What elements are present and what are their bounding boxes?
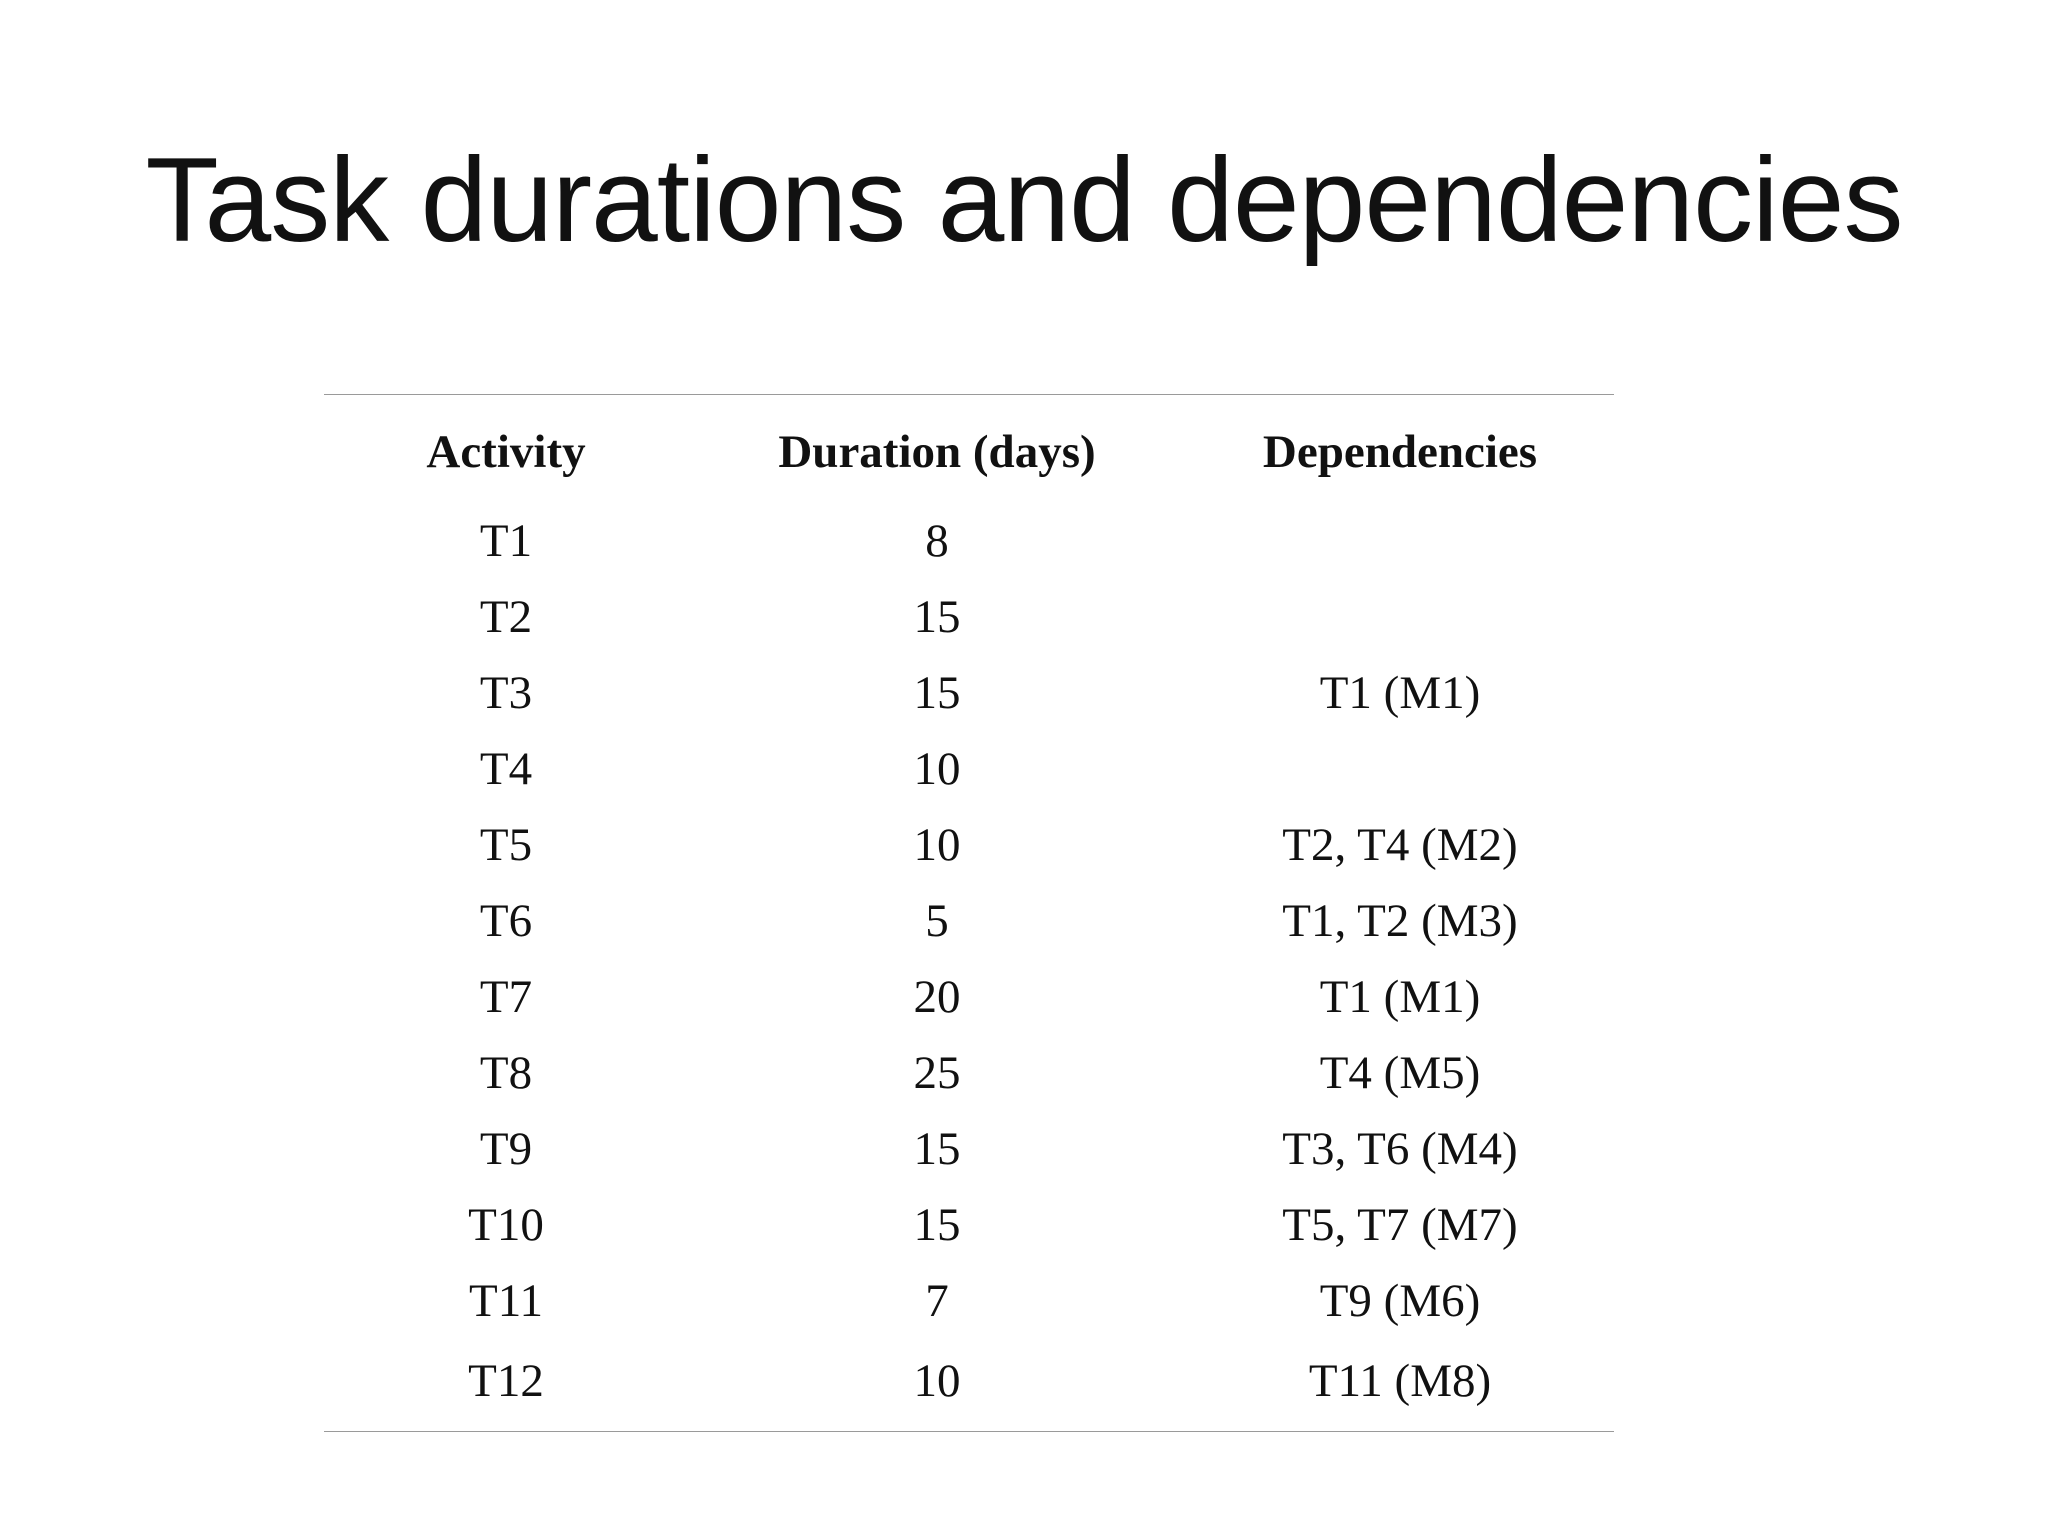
cell-dependencies: T9 (M6) bbox=[1319, 1275, 1481, 1327]
table-header-row: Activity Duration (days) Dependencies bbox=[324, 395, 1614, 504]
cell-activity: T5 bbox=[479, 819, 533, 871]
table-row: T10 15 T5, T7 (M7) bbox=[324, 1187, 1614, 1263]
cell-activity: T6 bbox=[479, 895, 533, 947]
cell-activity: T2 bbox=[479, 591, 533, 643]
cell-duration: 15 bbox=[913, 667, 961, 719]
table-row: T6 5 T1, T2 (M3) bbox=[324, 883, 1614, 959]
cell-dependencies bbox=[1186, 579, 1614, 655]
header-activity: Activity bbox=[426, 426, 586, 478]
cell-dependencies: T5, T7 (M7) bbox=[1282, 1199, 1518, 1251]
cell-dependencies: T1, T2 (M3) bbox=[1282, 895, 1518, 947]
table-row: T1 8 bbox=[324, 503, 1614, 579]
table-row: T4 10 bbox=[324, 731, 1614, 807]
cell-activity: T4 bbox=[479, 743, 533, 795]
cell-activity: T10 bbox=[468, 1199, 544, 1251]
cell-duration: 10 bbox=[913, 743, 961, 795]
task-table-container: Activity Duration (days) Dependencies T1… bbox=[324, 394, 1614, 1432]
cell-activity: T7 bbox=[479, 971, 533, 1023]
cell-activity: T11 bbox=[469, 1275, 543, 1327]
table-row: T3 15 T1 (M1) bbox=[324, 655, 1614, 731]
cell-duration: 15 bbox=[913, 1199, 961, 1251]
cell-dependencies: T11 (M8) bbox=[1308, 1355, 1492, 1407]
cell-duration: 10 bbox=[913, 1355, 961, 1407]
cell-activity: T12 bbox=[468, 1355, 544, 1407]
cell-dependencies bbox=[1186, 731, 1614, 807]
cell-activity: T9 bbox=[479, 1123, 533, 1175]
cell-duration: 7 bbox=[925, 1275, 949, 1327]
cell-dependencies bbox=[1186, 503, 1614, 579]
cell-duration: 8 bbox=[925, 515, 949, 567]
table-row: T9 15 T3, T6 (M4) bbox=[324, 1111, 1614, 1187]
header-duration: Duration (days) bbox=[778, 426, 1096, 478]
table-row: T8 25 T4 (M5) bbox=[324, 1035, 1614, 1111]
table-row: T5 10 T2, T4 (M2) bbox=[324, 807, 1614, 883]
cell-duration: 15 bbox=[913, 1123, 961, 1175]
cell-activity: T3 bbox=[479, 667, 533, 719]
cell-duration: 25 bbox=[913, 1047, 961, 1099]
cell-activity: T8 bbox=[479, 1047, 533, 1099]
cell-dependencies: T1 (M1) bbox=[1319, 971, 1481, 1023]
table-row: T2 15 bbox=[324, 579, 1614, 655]
table-row: T7 20 T1 (M1) bbox=[324, 959, 1614, 1035]
cell-dependencies: T2, T4 (M2) bbox=[1282, 819, 1518, 871]
cell-activity: T1 bbox=[479, 515, 533, 567]
cell-duration: 5 bbox=[925, 895, 949, 947]
cell-duration: 15 bbox=[913, 591, 961, 643]
cell-dependencies: T1 (M1) bbox=[1319, 667, 1481, 719]
task-table: Activity Duration (days) Dependencies T1… bbox=[324, 394, 1614, 1432]
header-dependencies: Dependencies bbox=[1262, 426, 1538, 478]
cell-dependencies: T4 (M5) bbox=[1319, 1047, 1481, 1099]
cell-duration: 10 bbox=[913, 819, 961, 871]
slide-title: Task durations and dependencies bbox=[145, 133, 1904, 267]
cell-dependencies: T3, T6 (M4) bbox=[1282, 1123, 1518, 1175]
table-row: T12 10 T11 (M8) bbox=[324, 1339, 1614, 1432]
cell-duration: 20 bbox=[913, 971, 961, 1023]
table-row: T11 7 T9 (M6) bbox=[324, 1263, 1614, 1339]
